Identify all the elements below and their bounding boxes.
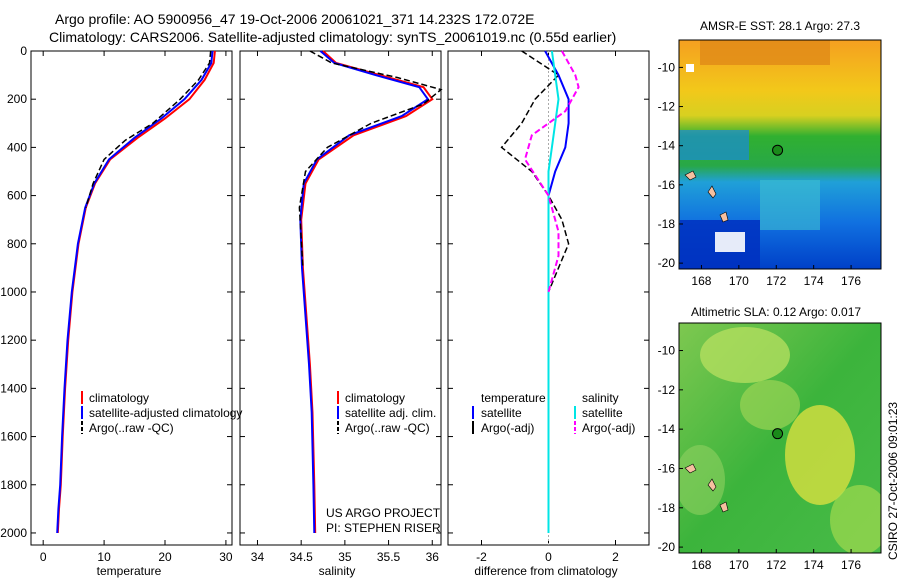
sst-map-frame — [678, 39, 882, 270]
series-salinity-0 — [300, 50, 434, 534]
x-tick-label-salinity-3: 35.5 — [377, 550, 401, 564]
map0-x-tick-label-0: 168 — [691, 274, 711, 288]
legend-label-sal-satellite: satellite — [582, 406, 623, 420]
sla-map-title: Altimetric SLA: 0.12 Argo: 0.017 — [691, 305, 861, 319]
map0-y-tick-label-3: -16 — [658, 178, 676, 192]
x-tick-label-temperature-1: 10 — [97, 550, 111, 564]
legend-title-temperature: temperature — [481, 391, 546, 405]
x-tick-label-temperature-3: 30 — [219, 550, 233, 564]
y-tick-label-0: 0 — [20, 44, 27, 58]
legend-label-sal-argo: Argo(-adj) — [582, 421, 635, 435]
y-tick-label-3: 600 — [7, 189, 27, 203]
project-line2: PI: STEPHEN RISER — [326, 521, 441, 535]
x-tick-label-temperature-0: 0 — [40, 550, 47, 564]
series-temperature-2 — [85, 50, 212, 208]
legend-label-satellite: satellite adj. clim. — [345, 406, 436, 420]
salinity-legend: climatology satellite adj. clim. Argo(..… — [337, 391, 436, 435]
y-tick-label-1: 200 — [7, 92, 27, 106]
series-temperature-0 — [56, 50, 216, 534]
map1-y-tick-label-4: -18 — [658, 501, 676, 515]
map1-x-tick-label-3: 174 — [804, 558, 824, 572]
map1-x-tick-label-4: 176 — [841, 558, 861, 572]
y-tick-label-4: 800 — [7, 237, 27, 251]
legend-label-temp-argo: Argo(-adj) — [481, 421, 534, 435]
legend-label-temp-satellite: satellite — [481, 406, 522, 420]
header-line1: Argo profile: AO 5900956_47 19-Oct-2006 … — [55, 11, 535, 27]
sla-argo-location-marker[interactable] — [772, 428, 784, 440]
sst-argo-location-marker[interactable] — [772, 144, 784, 156]
x-tick-label-difference-2: 2 — [612, 550, 619, 564]
sla-map — [679, 323, 881, 553]
series-difference-3 — [523, 50, 580, 293]
difference-xlabel: difference from climatology — [474, 564, 617, 578]
y-tick-label-2: 400 — [7, 140, 27, 154]
temperature-xlabel: temperature — [97, 564, 162, 578]
temperature-axes — [30, 50, 233, 546]
series-salinity-1 — [299, 50, 430, 534]
y-tick-label-8: 1600 — [0, 430, 27, 444]
map1-y-tick-label-1: -12 — [658, 383, 676, 397]
legend-label-climatology: climatology — [89, 391, 149, 405]
difference-legend: temperature satellite Argo(-adj) salinit… — [472, 391, 635, 435]
legend-label-argo: Argo(..raw -QC) — [345, 421, 430, 435]
project-line1: US ARGO PROJECT — [326, 506, 441, 520]
x-tick-label-difference-0: -2 — [476, 550, 487, 564]
x-tick-label-salinity-0: 34 — [251, 550, 265, 564]
credit-text: CSIRO 27-Oct-2006 09:01:23 — [886, 402, 900, 560]
x-tick-label-salinity-4: 36 — [426, 550, 440, 564]
y-tick-label-7: 1400 — [0, 381, 27, 395]
x-tick-label-salinity-2: 35 — [338, 550, 352, 564]
legend-label-argo: Argo(..raw -QC) — [89, 421, 174, 435]
y-tick-label-10: 2000 — [0, 526, 27, 540]
map1-x-tick-label-2: 172 — [766, 558, 786, 572]
map0-y-tick-label-2: -14 — [658, 139, 676, 153]
salinity-xlabel: salinity — [319, 564, 356, 578]
map0-x-tick-label-1: 170 — [729, 274, 749, 288]
map0-x-tick-label-4: 176 — [841, 274, 861, 288]
series-salinity-2 — [298, 50, 443, 268]
y-tick-label-6: 1200 — [0, 333, 27, 347]
header-line2: Climatology: CARS2006. Satellite-adjuste… — [49, 29, 616, 45]
map1-y-tick-label-3: -16 — [658, 461, 676, 475]
map0-x-tick-label-2: 172 — [766, 274, 786, 288]
map0-y-tick-label-5: -20 — [658, 256, 676, 270]
legend-title-salinity: salinity — [582, 391, 619, 405]
map0-y-tick-label-0: -10 — [658, 60, 676, 74]
temperature-legend: climatology satellite-adjusted climatolo… — [81, 391, 242, 435]
sla-map-frame — [678, 322, 882, 554]
map1-y-tick-label-5: -20 — [658, 540, 676, 554]
y-tick-label-5: 1000 — [0, 285, 27, 299]
x-tick-label-difference-1: 0 — [545, 550, 552, 564]
sst-map-title: AMSR-E SST: 28.1 Argo: 27.3 — [700, 19, 860, 33]
legend-label-climatology: climatology — [345, 391, 405, 405]
series-temperature-1 — [56, 50, 214, 534]
map0-y-tick-label-1: -12 — [658, 100, 676, 114]
x-tick-label-salinity-1: 34.5 — [289, 550, 313, 564]
map0-x-tick-label-3: 174 — [804, 274, 824, 288]
map1-y-tick-label-0: -10 — [658, 344, 676, 358]
legend-label-satellite-adjusted: satellite-adjusted climatology — [89, 406, 242, 420]
map1-y-tick-label-2: -14 — [658, 422, 676, 436]
map0-y-tick-label-4: -18 — [658, 217, 676, 231]
map1-x-tick-label-0: 168 — [691, 558, 711, 572]
salinity-axes — [239, 50, 442, 546]
series-difference-2 — [547, 50, 560, 533]
map1-x-tick-label-1: 170 — [729, 558, 749, 572]
x-tick-label-temperature-2: 20 — [158, 550, 172, 564]
y-tick-label-9: 1800 — [0, 478, 27, 492]
